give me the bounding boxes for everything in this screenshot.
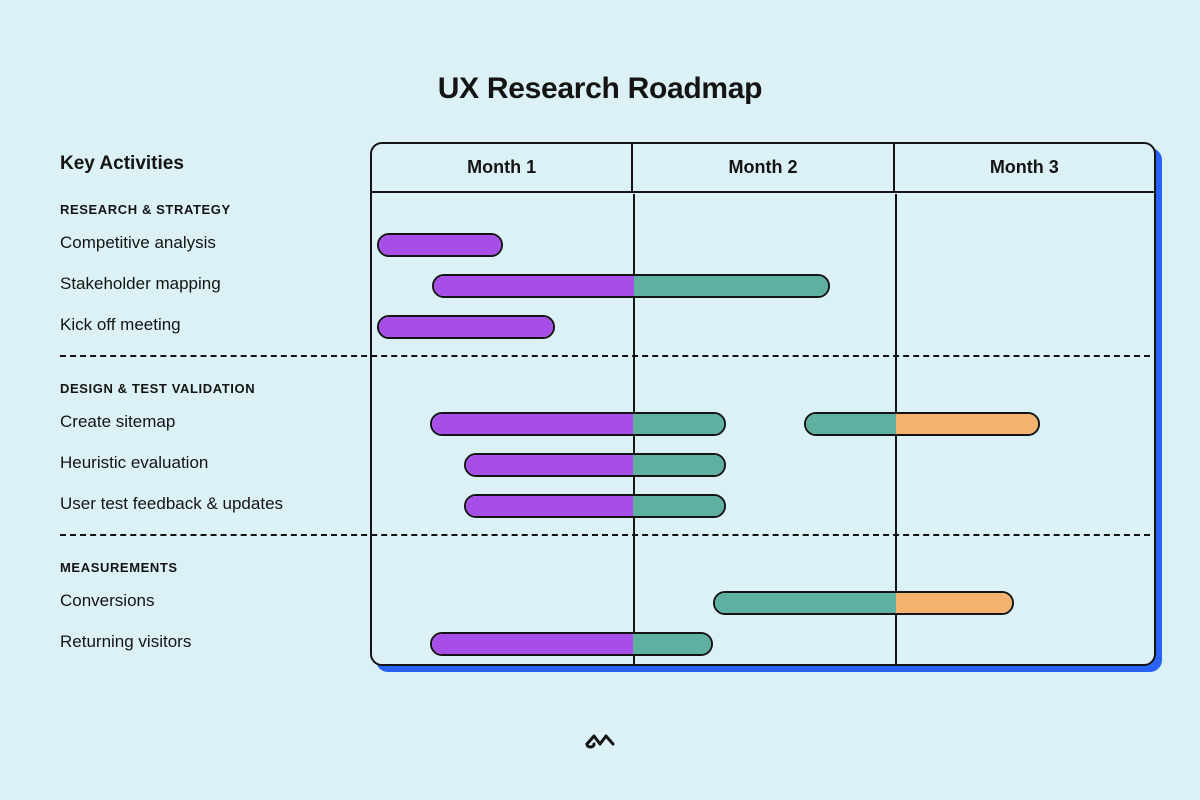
gantt-bar-segment <box>715 593 896 613</box>
gantt-bar-segment <box>633 634 710 654</box>
gantt-bar-segment <box>896 593 1012 613</box>
gantt-bar-segment <box>466 496 634 516</box>
section-divider <box>60 534 1150 550</box>
left-column: Key Activities RESEARCH & STRATEGYCompet… <box>60 142 370 662</box>
gantt-bar-segment <box>633 414 723 434</box>
gantt-bar <box>464 453 726 477</box>
activity-label: User test feedback & updates <box>60 483 370 524</box>
gantt-bar <box>713 591 1014 615</box>
gantt-bar-segment <box>466 455 634 475</box>
gantt-bar <box>464 494 726 518</box>
gantt-bars-area <box>372 144 1154 664</box>
gantt-bar-segment <box>806 414 896 434</box>
chart-frame: Month 1Month 2Month 3 <box>370 142 1156 666</box>
gantt-bar-segment <box>633 496 723 516</box>
gantt-bar-segment <box>896 414 1038 434</box>
gantt-bar-segment <box>634 276 829 296</box>
activity-label: Competitive analysis <box>60 222 370 263</box>
activity-label: Returning visitors <box>60 621 370 662</box>
maze-logo-icon <box>585 730 615 752</box>
section-divider <box>60 355 1150 371</box>
gantt-bar <box>432 274 830 298</box>
key-activities-header: Key Activities <box>60 142 370 192</box>
activity-label: Conversions <box>60 580 370 621</box>
section-header: MEASUREMENTS <box>60 550 370 580</box>
gantt-bar <box>377 315 555 339</box>
gantt-bar-segment <box>379 317 553 337</box>
activity-label: Stakeholder mapping <box>60 263 370 304</box>
gantt-bar <box>377 233 503 257</box>
gantt-bar <box>430 632 713 656</box>
gantt-bar-segment <box>434 276 634 296</box>
activity-label: Kick off meeting <box>60 304 370 345</box>
gantt-bar-segment <box>432 634 633 654</box>
gantt-bar-segment <box>633 455 723 475</box>
activity-label: Create sitemap <box>60 401 370 442</box>
activity-label: Heuristic evaluation <box>60 442 370 483</box>
gantt-bar <box>804 412 1040 436</box>
page-title: UX Research Roadmap <box>0 0 1200 142</box>
gantt-bar <box>430 412 726 436</box>
gantt-bar-segment <box>379 235 501 255</box>
section-header: DESIGN & TEST VALIDATION <box>60 371 370 401</box>
section-header: RESEARCH & STRATEGY <box>60 192 370 222</box>
gantt-bar-segment <box>432 414 634 434</box>
